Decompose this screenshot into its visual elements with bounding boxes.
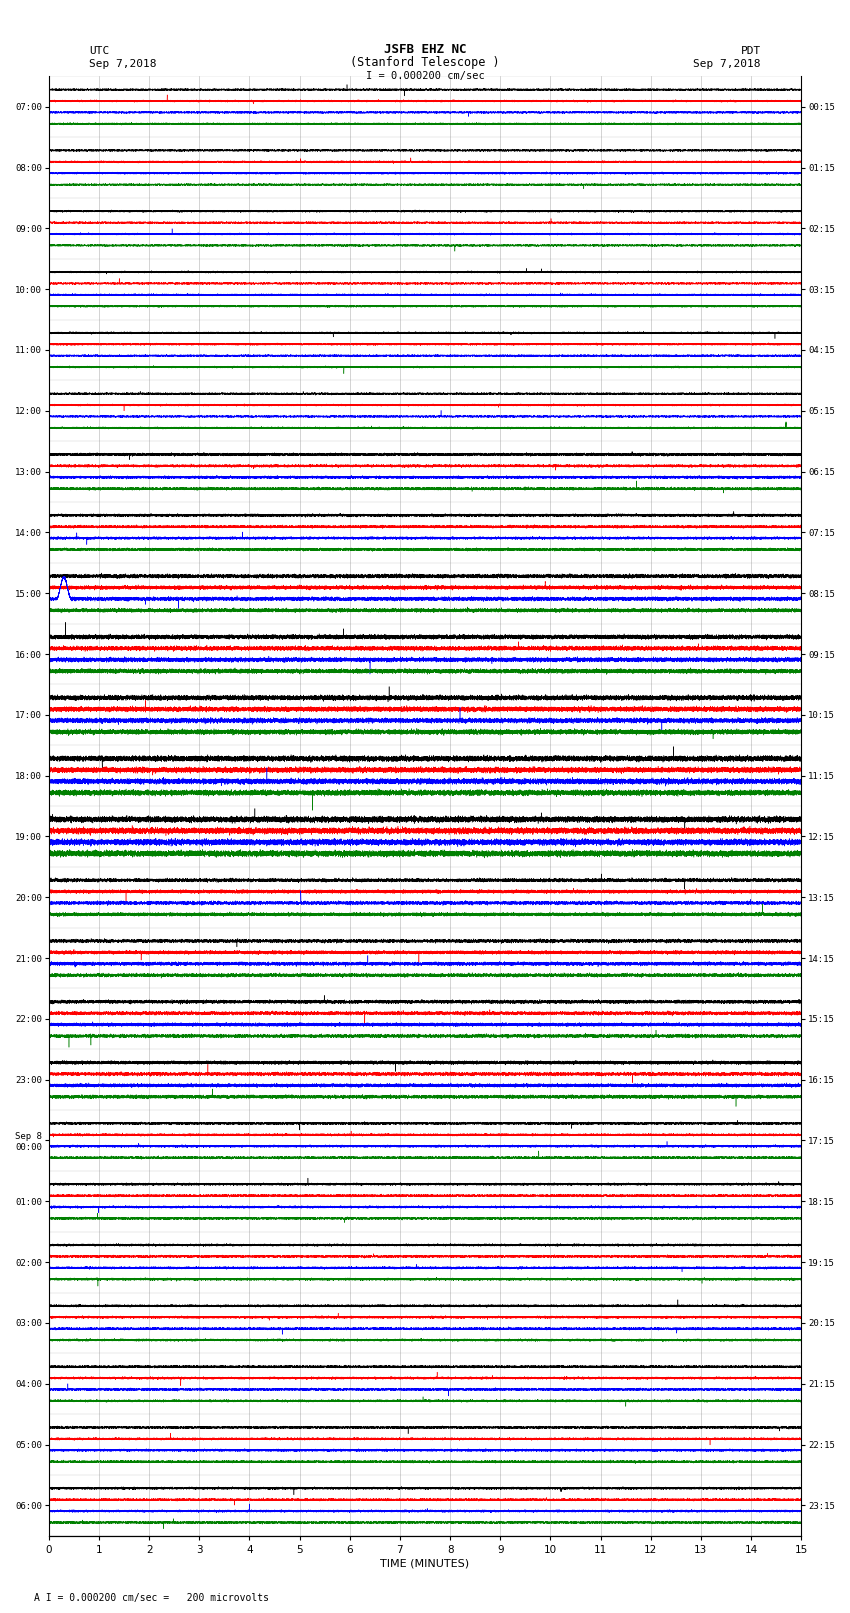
Text: JSFB EHZ NC: JSFB EHZ NC xyxy=(383,42,467,56)
Text: Sep 7,2018: Sep 7,2018 xyxy=(89,60,156,69)
Text: I = 0.000200 cm/sec: I = 0.000200 cm/sec xyxy=(366,71,484,82)
Text: Sep 7,2018: Sep 7,2018 xyxy=(694,60,761,69)
X-axis label: TIME (MINUTES): TIME (MINUTES) xyxy=(381,1560,469,1569)
Text: A I = 0.000200 cm/sec =   200 microvolts: A I = 0.000200 cm/sec = 200 microvolts xyxy=(34,1594,269,1603)
Text: (Stanford Telescope ): (Stanford Telescope ) xyxy=(350,56,500,69)
Text: UTC: UTC xyxy=(89,45,110,56)
Text: PDT: PDT xyxy=(740,45,761,56)
